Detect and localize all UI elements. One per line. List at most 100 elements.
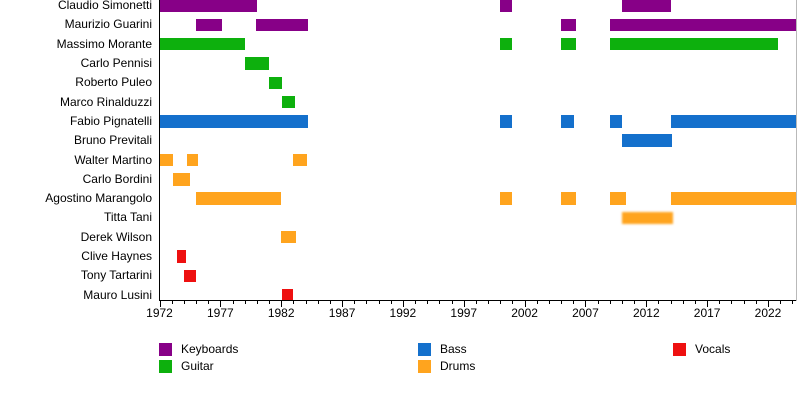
x-axis-label-2002: 2002 [511, 306, 538, 320]
bar-titta-tani-0 [621, 211, 674, 225]
row-label-walter-martino: Walter Martino [74, 152, 152, 167]
minor-tick-1990 [378, 301, 380, 304]
row-label-maurizio-guarini: Maurizio Guarini [64, 17, 152, 32]
minor-tick-1991 [390, 301, 392, 304]
bar-mauro-lusini-0 [282, 288, 294, 302]
minor-tick-2009 [609, 301, 611, 304]
legend-label-bass: Bass [440, 342, 467, 356]
legend-swatch-vocals [673, 343, 686, 356]
bar-carlo-pennisi-0 [244, 57, 270, 70]
minor-tick-2018 [719, 301, 721, 304]
bar-carlo-bordini-0 [172, 173, 190, 186]
major-tick-1992 [402, 301, 404, 307]
bar-fabio-pignatelli-3 [609, 115, 622, 128]
bar-maurizio-guarini-0 [196, 18, 222, 32]
x-axis-label-1982: 1982 [267, 306, 295, 320]
legend-label-keyboards: Keyboards [181, 342, 239, 356]
minor-tick-1999 [488, 301, 490, 304]
bar-fabio-pignatelli-4 [670, 115, 796, 128]
bar-roberto-puleo-0 [269, 76, 283, 90]
major-tick-2007 [585, 301, 587, 307]
row-label-bruno-previtali: Bruno Previtali [73, 133, 152, 148]
bar-fabio-pignatelli-0 [159, 115, 308, 128]
minor-tick-1979 [244, 301, 246, 304]
minor-tick-2015 [682, 301, 684, 304]
legend-label-guitar: Guitar [181, 359, 214, 373]
minor-tick-2006 [573, 301, 575, 304]
bar-walter-martino-0 [159, 153, 173, 167]
minor-tick-1986 [329, 301, 331, 304]
minor-tick-1996 [451, 301, 453, 304]
major-tick-1977 [220, 301, 222, 307]
x-axis-label-2022: 2022 [754, 306, 782, 320]
minor-tick-2004 [548, 301, 550, 304]
x-axis-label-1972: 1972 [146, 306, 173, 320]
bar-fabio-pignatelli-1 [500, 115, 513, 128]
major-tick-2022 [768, 301, 769, 307]
major-tick-1997 [463, 301, 465, 307]
bar-maurizio-guarini-1 [255, 18, 308, 32]
minor-tick-2024 [792, 301, 794, 304]
row-label-massimo-morante: Massimo Morante [56, 36, 152, 51]
bar-walter-martino-1 [187, 153, 199, 167]
bar-maurizio-guarini-3 [609, 18, 796, 32]
bar-massimo-morante-1 [500, 37, 513, 51]
bar-agostino-marangolo-4 [670, 192, 796, 205]
minor-tick-1978 [232, 301, 234, 304]
row-label-carlo-pennisi: Carlo Pennisi [80, 56, 152, 70]
row-label-fabio-pignatelli: Fabio Pignatelli [69, 113, 152, 128]
legend-swatch-bass [418, 343, 431, 356]
minor-tick-2005 [561, 301, 563, 304]
major-tick-2017 [707, 301, 709, 307]
bar-agostino-marangolo-0 [196, 192, 282, 205]
bar-fabio-pignatelli-2 [561, 115, 575, 128]
row-label-carlo-bordini: Carlo Bordini [82, 171, 152, 186]
row-label-clive-haynes: Clive Haynes [81, 249, 152, 263]
major-tick-1972 [159, 301, 161, 307]
x-axis-label-1977: 1977 [206, 306, 234, 320]
bar-maurizio-guarini-2 [561, 18, 576, 32]
bar-massimo-morante-3 [609, 37, 778, 51]
legend-swatch-keyboards [159, 343, 172, 356]
bar-tony-tartarini-0 [183, 269, 196, 283]
x-axis-label-1987: 1987 [328, 306, 356, 320]
minor-tick-2011 [634, 301, 636, 304]
bar-claudio-simonetti-1 [500, 0, 513, 12]
bar-walter-martino-2 [293, 153, 307, 167]
minor-tick-2014 [670, 301, 672, 304]
minor-tick-1975 [196, 301, 197, 304]
x-axis-label-2007: 2007 [572, 306, 599, 320]
minor-tick-1998 [475, 301, 477, 304]
major-tick-1982 [281, 301, 283, 307]
minor-tick-1995 [439, 301, 441, 304]
minor-tick-1985 [317, 301, 319, 304]
x-axis-label-1997: 1997 [450, 306, 478, 320]
minor-tick-2021 [755, 301, 757, 304]
minor-tick-1976 [208, 301, 210, 304]
legend-label-drums: Drums [440, 359, 476, 373]
x-axis-label-2017: 2017 [693, 306, 721, 320]
row-label-tony-tartarini: Tony Tartarini [80, 268, 152, 283]
minor-tick-1983 [293, 301, 295, 304]
legend-swatch-guitar [159, 360, 172, 373]
bar-agostino-marangolo-3 [609, 192, 626, 205]
major-tick-2002 [524, 301, 526, 307]
minor-tick-2000 [500, 301, 502, 304]
row-label-derek-wilson: Derek Wilson [80, 229, 152, 244]
minor-tick-2001 [512, 301, 514, 304]
minor-tick-1980 [256, 301, 258, 304]
row-label-agostino-marangolo: Agostino Marangolo [45, 191, 152, 206]
minor-tick-1994 [427, 301, 429, 304]
bar-derek-wilson-0 [281, 230, 296, 244]
minor-tick-1981 [269, 301, 271, 304]
x-axis-line [159, 300, 797, 301]
major-tick-2012 [646, 301, 648, 307]
bar-clive-haynes-0 [176, 250, 187, 263]
bar-claudio-simonetti-2 [621, 0, 671, 12]
bar-bruno-previtali-0 [621, 134, 672, 147]
minor-tick-1984 [305, 301, 307, 304]
minor-tick-1989 [366, 301, 368, 304]
legend-label-vocals: Vocals [695, 342, 731, 356]
row-label-marco-rinalduzzi: Marco Rinalduzzi [59, 94, 152, 109]
